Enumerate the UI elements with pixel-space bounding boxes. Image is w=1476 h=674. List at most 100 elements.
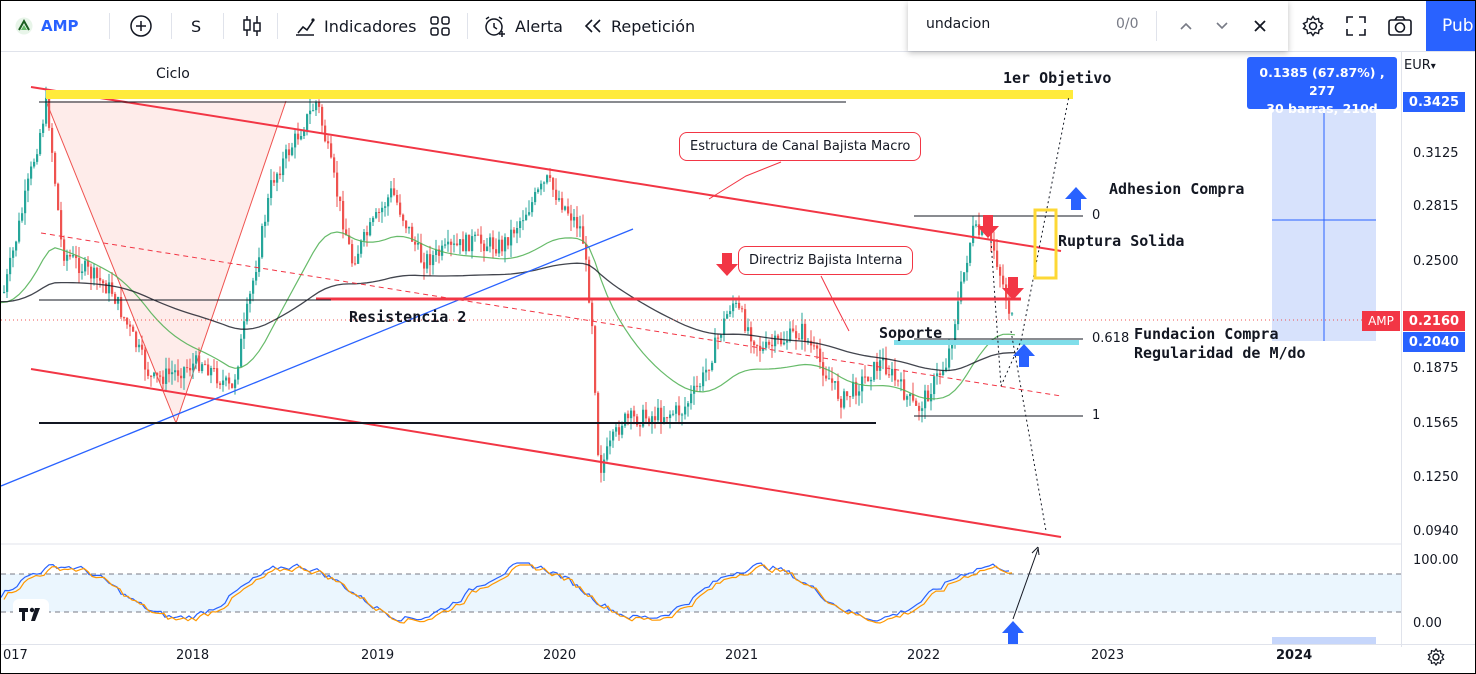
candle-body <box>273 180 276 183</box>
candle-body <box>243 321 246 339</box>
candle-body <box>699 386 702 388</box>
candle-body <box>48 97 51 128</box>
candle-body <box>78 258 81 274</box>
candle-body <box>360 240 363 254</box>
candle-body <box>915 400 918 406</box>
candle-body <box>840 398 843 408</box>
search-prev-button[interactable] <box>1172 12 1200 40</box>
candle-body <box>21 213 24 221</box>
templates-button[interactable] <box>429 1 459 51</box>
tradingview-logo[interactable] <box>13 599 49 629</box>
candle-body <box>393 188 396 195</box>
fib-level-618: 0.618 <box>1092 331 1130 346</box>
candle-body <box>297 133 300 140</box>
candle-body <box>678 405 681 416</box>
candle-body <box>690 393 693 404</box>
last-price-badge: 0.2160 <box>1403 311 1465 331</box>
symbol-button[interactable]: AMP <box>15 1 79 51</box>
currency-selector[interactable]: EUR▾ <box>1404 58 1436 73</box>
candle-body <box>414 241 417 245</box>
candle-body <box>81 271 84 274</box>
candle-body <box>333 157 336 173</box>
oscillator-arrowhead <box>1031 546 1040 556</box>
candle-body <box>672 413 675 415</box>
candle-body <box>249 293 252 304</box>
candle-body <box>588 259 591 303</box>
candle-body <box>402 214 405 221</box>
candle-body <box>72 255 75 257</box>
candle-body <box>129 324 132 327</box>
candle-body <box>312 110 315 112</box>
candle-body <box>795 331 798 339</box>
indicators-button[interactable]: Indicadores <box>294 1 416 51</box>
candle-body <box>765 341 768 348</box>
candle-body <box>108 282 111 294</box>
plus-circle-icon <box>129 14 153 38</box>
candle-body <box>813 345 816 347</box>
candle-body <box>906 396 909 400</box>
search-close-button[interactable] <box>1246 12 1274 40</box>
axis-settings-button[interactable] <box>1425 646 1447 668</box>
candle-body <box>231 383 234 388</box>
price-chart[interactable] <box>1 51 1475 673</box>
candle-body <box>615 427 618 432</box>
candle-body <box>498 239 501 254</box>
candle-body <box>621 425 624 435</box>
compare-button[interactable] <box>129 1 161 51</box>
fib-level-0: 0 <box>1092 208 1101 223</box>
symbol-label: AMP <box>41 17 79 35</box>
candle-body <box>126 317 129 325</box>
candle-body <box>504 237 507 252</box>
candle-body <box>39 132 42 155</box>
candle-body <box>96 267 99 278</box>
channel-callout[interactable]: Estructura de Canal Bajista Macro <box>679 132 922 161</box>
candle-body <box>675 405 678 414</box>
candle-body <box>366 232 369 236</box>
snapshot-button[interactable] <box>1387 1 1421 51</box>
candle-body <box>447 241 450 245</box>
oscillator-tick: 0.00 <box>1413 616 1442 631</box>
candle-body <box>405 220 408 229</box>
candle-body <box>888 374 891 376</box>
candle-body <box>627 413 630 419</box>
alert-button[interactable]: Alerta <box>483 1 563 51</box>
candle-body <box>945 367 948 371</box>
candle-body <box>846 391 849 397</box>
candle-body <box>663 417 666 423</box>
candle-body <box>594 326 597 393</box>
replay-button[interactable]: Repetición <box>583 1 695 51</box>
candle-body <box>909 393 912 397</box>
candle-body <box>921 408 924 411</box>
fullscreen-button[interactable] <box>1345 1 1375 51</box>
candle-body <box>201 364 204 372</box>
candle-body <box>1008 300 1011 314</box>
candle-body <box>321 106 324 126</box>
publish-button[interactable]: Pub <box>1426 1 1475 51</box>
candle-body <box>327 141 330 144</box>
candle-body <box>240 338 243 367</box>
candle-body <box>567 206 570 214</box>
toolbar-divider <box>467 13 468 39</box>
candle-body <box>630 410 633 419</box>
trendline-callout[interactable]: Directriz Bajista Interna <box>738 246 914 275</box>
candle-body <box>960 281 963 302</box>
candle-body <box>342 201 345 230</box>
fib-level-1: 1 <box>1092 408 1101 423</box>
candle-body <box>831 378 834 383</box>
settings-button[interactable] <box>1301 1 1333 51</box>
candle-body <box>294 133 297 148</box>
candle-body <box>963 272 966 282</box>
candle-body <box>111 282 114 294</box>
close-icon <box>1254 20 1266 32</box>
sell-arrow-icon <box>716 253 738 276</box>
candle-body <box>237 366 240 380</box>
gear-icon <box>1427 647 1445 667</box>
search-input[interactable]: undacion <box>926 16 991 32</box>
interval-button[interactable]: S <box>191 1 201 51</box>
fullscreen-icon <box>1345 15 1367 37</box>
candle-body <box>537 189 540 193</box>
chart-type-button[interactable] <box>241 1 271 51</box>
search-next-button[interactable] <box>1208 12 1236 40</box>
replay-label: Repetición <box>611 16 696 36</box>
candle-body <box>483 243 486 252</box>
